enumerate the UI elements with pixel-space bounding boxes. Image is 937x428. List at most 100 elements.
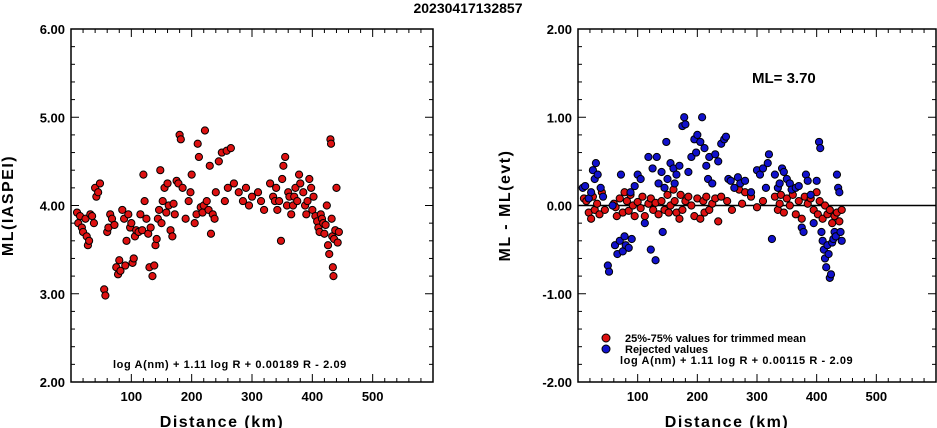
data-point xyxy=(696,137,705,147)
data-point xyxy=(730,183,739,192)
data-point xyxy=(600,205,609,215)
data-point xyxy=(142,214,151,223)
data-point xyxy=(170,210,179,219)
data-point xyxy=(303,196,312,206)
data-point xyxy=(675,214,684,223)
data-point xyxy=(785,201,794,210)
data-point xyxy=(638,192,647,201)
data-point xyxy=(626,188,635,197)
data-point xyxy=(118,205,127,215)
data-point xyxy=(275,196,284,206)
data-point xyxy=(826,270,836,279)
data-point xyxy=(714,217,723,226)
data-point xyxy=(193,139,202,148)
data-point xyxy=(333,238,342,247)
data-point xyxy=(721,132,731,141)
data-point xyxy=(592,199,602,208)
data-point xyxy=(328,263,337,272)
data-point xyxy=(325,249,334,259)
data-point xyxy=(320,229,329,238)
data-point xyxy=(764,150,774,159)
y-axis-label: ML - ML(evt) xyxy=(497,150,514,262)
data-point xyxy=(334,227,343,237)
data-point xyxy=(657,196,666,206)
data-point xyxy=(244,201,254,210)
data-point xyxy=(115,256,124,265)
data-point xyxy=(711,150,720,159)
data-point xyxy=(253,188,263,197)
data-point xyxy=(85,236,94,245)
data-point xyxy=(122,236,131,245)
data-point xyxy=(627,234,636,244)
data-point xyxy=(717,192,726,201)
data-point xyxy=(89,219,99,228)
data-point xyxy=(646,245,655,254)
data-point xyxy=(817,227,826,237)
data-point xyxy=(714,157,723,166)
data-point xyxy=(595,210,604,219)
data-point xyxy=(782,194,791,203)
data-point xyxy=(815,196,824,206)
data-point xyxy=(696,214,705,223)
data-point xyxy=(211,188,220,197)
legend-marker xyxy=(601,333,611,343)
y-tick-label: 1.00 xyxy=(547,110,572,125)
data-point xyxy=(608,201,617,210)
data-point xyxy=(287,210,296,219)
data-point xyxy=(615,194,624,203)
legend-label: Rejected values xyxy=(625,344,708,356)
data-point xyxy=(636,204,645,213)
data-point xyxy=(116,266,125,275)
x-axis-label: Distance (km) xyxy=(160,414,284,428)
data-point xyxy=(812,176,821,185)
data-point xyxy=(676,190,685,200)
residual-panel: -2.00 -1.00 0.00 1.00 2.00 100 200 300 400 500 Dis… xyxy=(497,22,937,428)
data-point xyxy=(794,196,803,206)
data-point xyxy=(256,196,266,206)
data-point xyxy=(150,261,159,270)
data-point xyxy=(178,183,187,192)
data-point xyxy=(624,206,633,215)
data-point xyxy=(194,152,204,162)
x-tick-label: 100 xyxy=(627,389,649,404)
data-point xyxy=(809,219,818,228)
data-point xyxy=(95,179,105,188)
data-point xyxy=(612,211,621,221)
data-point xyxy=(640,211,649,221)
formula-text: log A(nm) + 1.11 log R + 0.00115 R - 2.0… xyxy=(620,355,853,367)
data-point xyxy=(832,170,842,179)
data-point xyxy=(726,176,735,185)
data-point xyxy=(293,196,302,206)
data-point xyxy=(648,164,657,173)
magnitude-panel: 2.00 3.00 4.00 5.00 6.00 100 200 300 400 500 Dista… xyxy=(0,22,434,428)
data-point xyxy=(723,196,732,206)
data-point xyxy=(101,291,110,300)
data-point xyxy=(700,144,709,153)
y-tick-label: 2.00 xyxy=(547,22,572,37)
data-point xyxy=(692,148,701,157)
data-point xyxy=(835,188,844,197)
data-point xyxy=(154,205,164,215)
x-axis-label: Distance (km) xyxy=(665,414,789,428)
data-point xyxy=(822,263,831,272)
y-tick-label: 5.00 xyxy=(40,110,65,125)
data-point xyxy=(658,227,667,237)
data-point xyxy=(294,170,304,179)
y-tick-label: 6.00 xyxy=(40,22,65,37)
legend-marker xyxy=(601,344,611,354)
data-point xyxy=(644,152,653,162)
data-point xyxy=(88,211,97,221)
data-point xyxy=(187,170,196,179)
data-point xyxy=(139,170,148,179)
y-tick-label: -1.00 xyxy=(542,287,572,302)
data-point xyxy=(620,232,629,241)
data-point xyxy=(828,219,837,228)
ml-annotation: ML= 3.70 xyxy=(752,70,816,87)
data-point xyxy=(670,179,679,188)
data-point xyxy=(799,227,808,237)
data-point xyxy=(836,227,845,237)
data-point xyxy=(205,161,214,170)
data-point xyxy=(138,226,147,235)
data-point xyxy=(158,196,167,206)
data-point xyxy=(157,219,166,228)
